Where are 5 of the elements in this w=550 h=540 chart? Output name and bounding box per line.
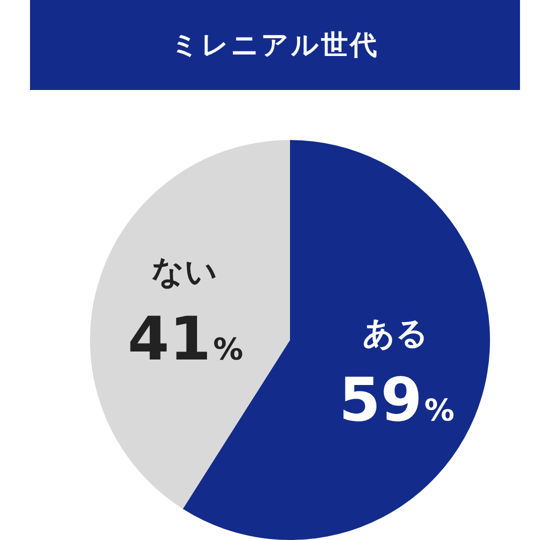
- slice-label: ある: [362, 314, 429, 352]
- data-label: 59%: [338, 366, 454, 436]
- slice-label: ない: [151, 252, 218, 291]
- chart-title: ミレニアル世代: [30, 0, 520, 90]
- data-label: 41%: [128, 304, 244, 374]
